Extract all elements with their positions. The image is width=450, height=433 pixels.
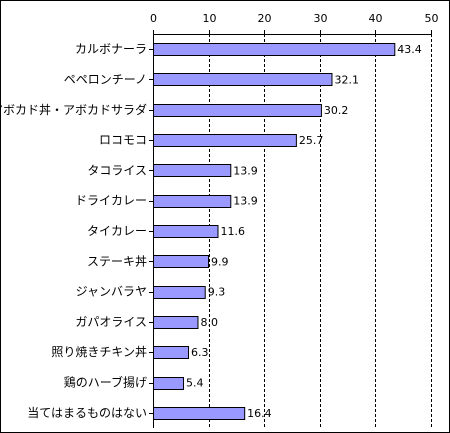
bar: [153, 407, 246, 420]
bar-layer: [153, 43, 396, 420]
category-label: カルボナーラ: [75, 42, 147, 56]
axis-layer: [149, 30, 432, 428]
x-tick-label: 40: [369, 12, 383, 25]
category-label: タイカレー: [87, 224, 147, 238]
x-tick-label: 20: [258, 12, 272, 25]
value-label: 16.4: [247, 407, 272, 420]
value-label: 6.3: [191, 346, 209, 359]
category-label: 照り焼きチキン丼: [51, 345, 147, 359]
value-label: 9.3: [208, 286, 226, 299]
category-label: ペペロンチーノ: [64, 72, 147, 86]
x-tick-label: 30: [314, 12, 328, 25]
value-label: 30.2: [324, 104, 349, 117]
category-label: 鶏のハーブ揚げ: [64, 375, 147, 390]
bar: [153, 104, 322, 117]
label-layer: 0 10 20 30 40 50 カルボナーラ 43.4 ペペロンチーノ 32.1 アボカド丼・アボ…: [1, 12, 439, 420]
category-label: ロコモコ: [99, 133, 147, 147]
value-label: 25.7: [299, 134, 324, 147]
bar: [153, 225, 219, 238]
value-label: 11.6: [220, 225, 245, 238]
value-label: 5.4: [186, 377, 204, 390]
x-tick-label: 10: [203, 12, 217, 25]
x-tick-label: 0: [150, 12, 157, 25]
category-label: アボカド丼・アボカドサラダ: [1, 102, 147, 117]
category-label: タコライス: [87, 163, 147, 177]
category-label: ドライカレー: [75, 194, 147, 208]
bar: [153, 255, 210, 268]
bar: [153, 73, 333, 86]
x-tick-label: 50: [425, 12, 439, 25]
category-label: ステーキ丼: [87, 254, 147, 268]
value-label: 13.9: [233, 195, 258, 208]
bar: [153, 134, 297, 147]
bar: [153, 346, 190, 359]
value-label: 8.0: [200, 316, 218, 329]
value-label: 32.1: [334, 73, 359, 86]
bar: [153, 377, 185, 390]
bar: [153, 43, 396, 56]
category-label: ジャンバラヤ: [76, 285, 147, 299]
bar: [153, 286, 206, 299]
value-label: 13.9: [233, 164, 258, 177]
bar: [153, 164, 232, 177]
category-label: 当てはまるものはない: [27, 406, 147, 420]
value-label: 43.4: [397, 43, 422, 56]
value-label: 9.9: [211, 255, 229, 268]
bar: [153, 195, 232, 208]
category-label: ガパオライス: [75, 315, 147, 329]
bar: [153, 316, 199, 329]
